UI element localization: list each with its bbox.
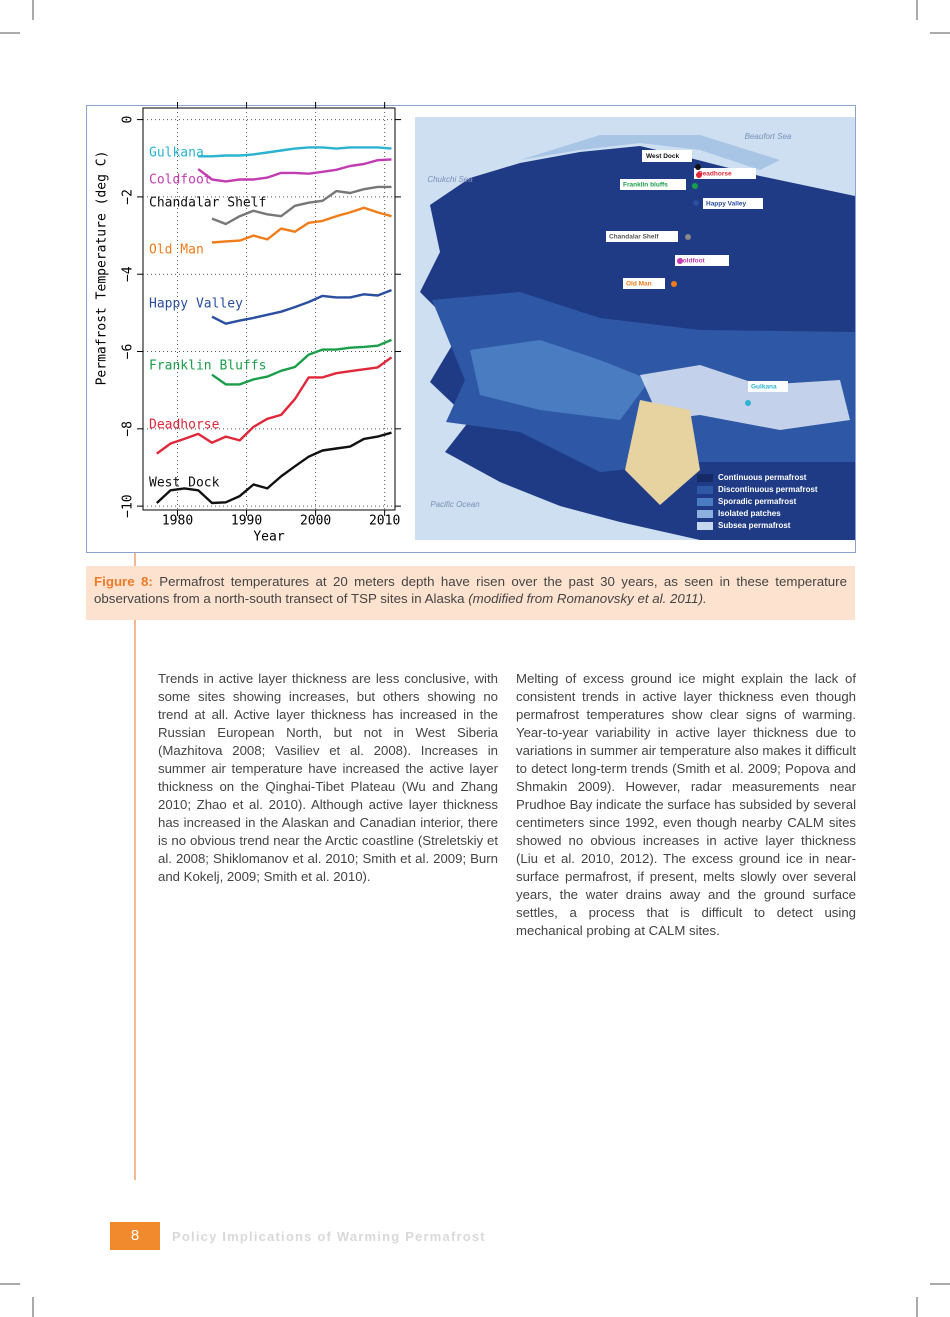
series-line: [211, 338, 392, 386]
y-tick-label: −8: [121, 421, 136, 437]
site-box: [703, 198, 763, 209]
caption-source: (modified from Romanovsky et al. 2011).: [468, 591, 707, 606]
legend-label: Continuous permafrost: [718, 473, 807, 482]
x-tick-label: 1990: [231, 514, 262, 529]
series-line: [211, 288, 392, 325]
legend-label: Subsea permafrost: [718, 521, 791, 530]
site-dot: [695, 164, 701, 170]
legend-swatch: [697, 510, 713, 518]
y-tick-label: −2: [121, 189, 136, 205]
y-axis-label: Permafrost Temperature (deg C): [95, 151, 110, 386]
site-label: Deadhorse: [698, 171, 732, 178]
series-label: Chandalar Shelf: [149, 196, 266, 211]
paragraph: Trends in active layer thickness are les…: [158, 671, 498, 884]
series-label: Old Man: [149, 243, 204, 258]
site-dot: [677, 258, 683, 264]
site-label: Gulkana: [751, 384, 777, 391]
running-title: Policy Implications of Warming Permafros…: [172, 1229, 486, 1244]
paragraph: Melting of excess ground ice might expla…: [516, 671, 856, 938]
site-box: [675, 255, 729, 266]
text-column: Trends in active layer thickness are les…: [158, 670, 498, 886]
legend-label: Discontinuous permafrost: [718, 485, 818, 494]
site-label: Old Man: [626, 281, 652, 288]
legend-label: Sporadic permafrost: [718, 497, 797, 506]
x-tick-label: 1980: [162, 514, 193, 529]
site-box: [642, 150, 692, 162]
legend-swatch: [697, 486, 713, 494]
subsea-zone: [520, 135, 780, 170]
series-label: West Dock: [149, 476, 220, 491]
y-tick-label: 0: [121, 116, 136, 124]
legend-swatch: [697, 474, 713, 482]
site-box: [606, 231, 678, 242]
site-box: [748, 381, 788, 392]
sporadic-zone: [470, 340, 650, 420]
site-dot: [745, 400, 751, 406]
series-label: Deadhorse: [149, 418, 220, 433]
map: Beaufort Sea Chukchi Sea Pacific Ocean W…: [415, 117, 855, 540]
caption-label: Figure 8:: [94, 574, 153, 589]
site-dots: [671, 164, 751, 406]
site-label: Franklin bluffs: [623, 182, 668, 189]
x-tick-label: 2000: [300, 514, 331, 529]
caption-text: Permafrost temperatures at 20 meters dep…: [94, 574, 848, 606]
site-dot: [692, 183, 698, 189]
series-line: [156, 356, 393, 455]
site-label: Chandalar Shelf: [609, 234, 659, 241]
series-label: Happy Valley: [149, 297, 243, 312]
page-number: 8: [110, 1222, 160, 1250]
y-tick-label: −6: [121, 344, 136, 360]
y-tick-label: −4: [121, 266, 136, 282]
series-label: Coldfoot: [149, 173, 212, 188]
series-label: Gulkana: [149, 146, 204, 161]
y-tick-label: −10: [121, 494, 136, 517]
sea-label: Chukchi Sea: [427, 175, 473, 184]
text-column: Melting of excess ground ice might expla…: [516, 670, 856, 940]
chart: Permafrost Temperature (deg C) Year −10 −…: [95, 102, 401, 545]
site-box: [694, 168, 756, 179]
figure-caption: Figure 8: Permafrost temperatures at 20 …: [86, 566, 855, 620]
series-line: [211, 206, 392, 244]
site-label: West Dock: [646, 153, 679, 160]
series-line: [197, 158, 392, 183]
legend-swatch: [697, 522, 713, 530]
plot-frame: [142, 107, 396, 511]
series-line: [198, 146, 392, 158]
x-axis-label: Year: [253, 530, 284, 545]
series-line: [211, 185, 392, 226]
series-label: Franklin Bluffs: [149, 359, 266, 374]
x-tick-label: 2010: [369, 514, 400, 529]
glacier-zone: [625, 400, 700, 505]
site-dot: [671, 281, 677, 287]
site-dot: [685, 234, 691, 240]
isolated-zone: [640, 365, 850, 430]
legend-label: Isolated patches: [718, 509, 781, 518]
sea-label: Pacific Ocean: [430, 500, 480, 509]
sea-label: Beaufort Sea: [745, 132, 792, 141]
site-box: [623, 278, 665, 289]
site-dot: [696, 172, 702, 178]
series-line: [155, 431, 392, 505]
site-box: [620, 179, 686, 190]
legend-swatch: [697, 498, 713, 506]
site-label: Happy Valley: [706, 201, 746, 208]
site-dot: [693, 200, 699, 206]
site-label: Coldfoot: [678, 258, 706, 265]
